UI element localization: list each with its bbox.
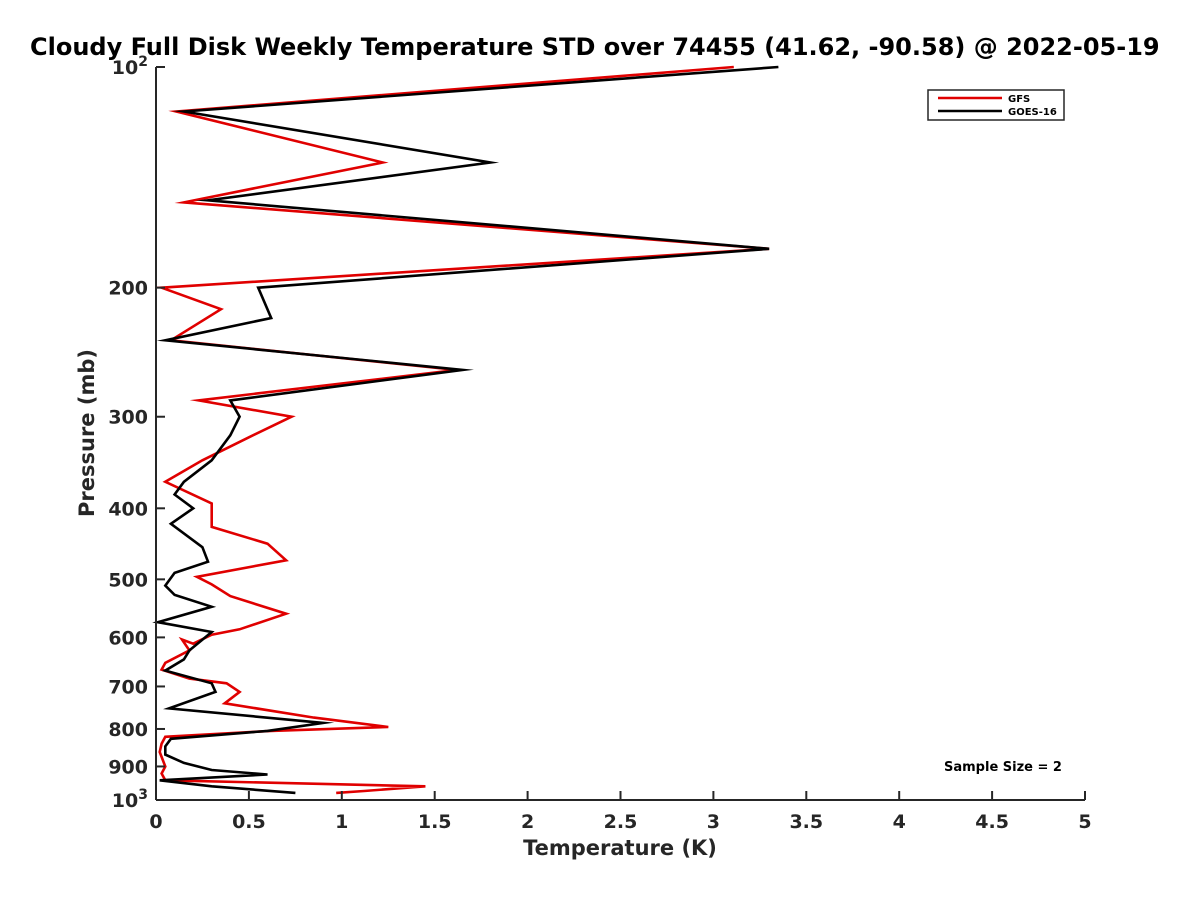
axes: 0 0.5 1 1.5 2 2.5 3 3.5 4 4.5 5 102 200 300 400 500 600 7… bbox=[108, 54, 1091, 833]
legend: GFS GOES-16 bbox=[927, 89, 1065, 121]
x-tick-label: 2.5 bbox=[604, 811, 638, 833]
x-tick-label: 3.5 bbox=[789, 811, 823, 833]
plot-area bbox=[156, 67, 1085, 800]
legend-label-goes-16: GOES-16 bbox=[1008, 107, 1057, 118]
legend-label-gfs: GFS bbox=[1008, 94, 1030, 105]
series-group bbox=[152, 65, 779, 795]
x-tick-label: 4.5 bbox=[975, 811, 1009, 833]
y-tick-label: 500 bbox=[108, 569, 148, 591]
x-tick-label: 5 bbox=[1078, 811, 1091, 833]
legend-box bbox=[927, 89, 1065, 121]
series-line-goes-16 bbox=[152, 65, 779, 795]
chart-title: Cloudy Full Disk Weekly Temperature STD … bbox=[30, 33, 1160, 61]
plot-background bbox=[156, 67, 1085, 800]
y-tick-label: 400 bbox=[108, 498, 148, 520]
x-tick-label: 2 bbox=[521, 811, 534, 833]
y-tick-label: 102 bbox=[112, 54, 148, 79]
x-tick-label: 0 bbox=[149, 811, 162, 833]
x-tick-label: 1.5 bbox=[418, 811, 452, 833]
y-tick-label: 200 bbox=[108, 278, 148, 300]
y-tick-label: 800 bbox=[108, 719, 148, 741]
x-tick-label: 0.5 bbox=[232, 811, 266, 833]
y-tick-label: 103 bbox=[112, 787, 148, 812]
y-tick-label: 700 bbox=[108, 676, 148, 698]
y-axis-label: Pressure (mb) bbox=[75, 349, 99, 517]
y-tick-label: 600 bbox=[108, 627, 148, 649]
x-tick-label: 1 bbox=[335, 811, 348, 833]
x-axis-label: Temperature (K) bbox=[523, 836, 717, 860]
x-tick-label: 3 bbox=[707, 811, 720, 833]
x-tick-label: 4 bbox=[893, 811, 906, 833]
sample-size-annotation: Sample Size = 2 bbox=[944, 760, 1062, 775]
y-tick-label: 900 bbox=[108, 756, 148, 778]
y-tick-label: 300 bbox=[108, 407, 148, 429]
